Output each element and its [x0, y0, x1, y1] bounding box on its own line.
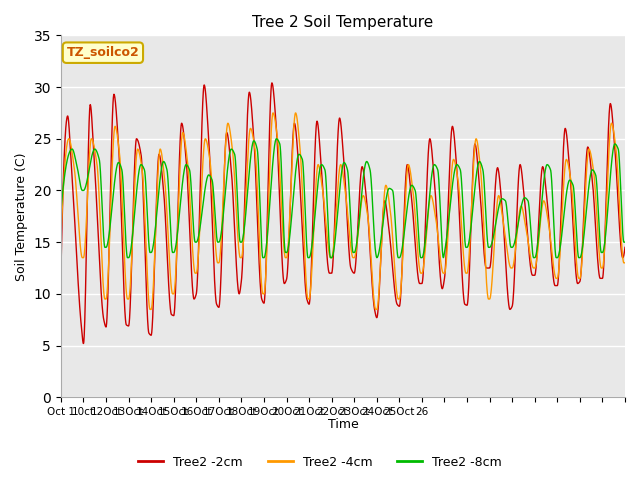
Line: Tree2 -4cm: Tree2 -4cm [61, 113, 625, 310]
Tree2 -8cm [124, 255, 131, 261]
Tree2 -4cm [57, 234, 65, 240]
Tree2 -4cm [146, 307, 154, 312]
Tree2 -8cm [273, 136, 280, 142]
Tree2 -8cm [155, 188, 163, 193]
Title: Tree 2 Soil Temperature: Tree 2 Soil Temperature [252, 15, 433, 30]
Tree2 -2cm [274, 146, 282, 152]
Y-axis label: Soil Temperature (C): Soil Temperature (C) [15, 152, 28, 281]
Tree2 -2cm [57, 270, 65, 276]
Tree2 -4cm [298, 181, 306, 187]
Tree2 -8cm [122, 226, 129, 232]
Text: TZ_soilco2: TZ_soilco2 [67, 46, 140, 59]
Line: Tree2 -8cm: Tree2 -8cm [61, 139, 625, 258]
Tree2 -2cm [550, 276, 557, 282]
Tree2 -8cm [274, 137, 282, 143]
Tree2 -4cm [550, 264, 557, 270]
Line: Tree2 -2cm: Tree2 -2cm [61, 83, 625, 344]
Tree2 -2cm [79, 341, 87, 347]
Tree2 -4cm [269, 110, 277, 116]
Tree2 -8cm [611, 142, 618, 147]
X-axis label: Time: Time [328, 419, 358, 432]
Tree2 -8cm [550, 216, 557, 222]
Tree2 -2cm [621, 244, 629, 250]
Tree2 -4cm [274, 136, 282, 142]
Tree2 -8cm [298, 156, 306, 162]
Tree2 -2cm [298, 222, 306, 228]
Legend: Tree2 -2cm, Tree2 -4cm, Tree2 -8cm: Tree2 -2cm, Tree2 -4cm, Tree2 -8cm [133, 451, 507, 474]
Tree2 -2cm [122, 316, 129, 322]
Tree2 -2cm [611, 139, 618, 145]
Tree2 -4cm [155, 155, 163, 161]
Tree2 -4cm [122, 272, 129, 278]
Tree2 -2cm [155, 152, 163, 157]
Tree2 -4cm [621, 260, 629, 266]
Tree2 -8cm [57, 208, 65, 214]
Tree2 -2cm [268, 80, 276, 86]
Tree2 -8cm [621, 240, 629, 245]
Tree2 -4cm [611, 133, 618, 139]
